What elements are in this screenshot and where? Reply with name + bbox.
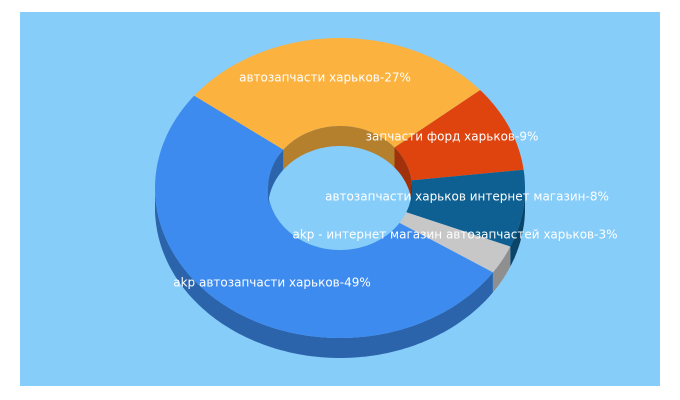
slice-inner-side [411,180,412,208]
slice [406,169,525,247]
slice-inner-side [283,126,395,170]
slice-side [155,188,493,358]
slice-inner-side [268,149,284,208]
slice-label: автозапчасти харьков интернет магазин-8% [325,190,609,204]
slice-side [510,188,525,267]
slice [155,95,493,338]
slice [394,90,524,181]
slice [194,38,481,150]
slice-side [492,246,511,293]
slice-label: akp автозапчасти харьков-49% [173,276,371,290]
slice-inner-side [394,147,412,201]
slice [399,212,511,273]
slice-label: автозапчасти харьков-27% [239,71,411,85]
slice-label: akp - интернет магазин автозапчастей хар… [293,228,618,242]
slice-label: запчасти форд харьков-9% [366,130,539,144]
